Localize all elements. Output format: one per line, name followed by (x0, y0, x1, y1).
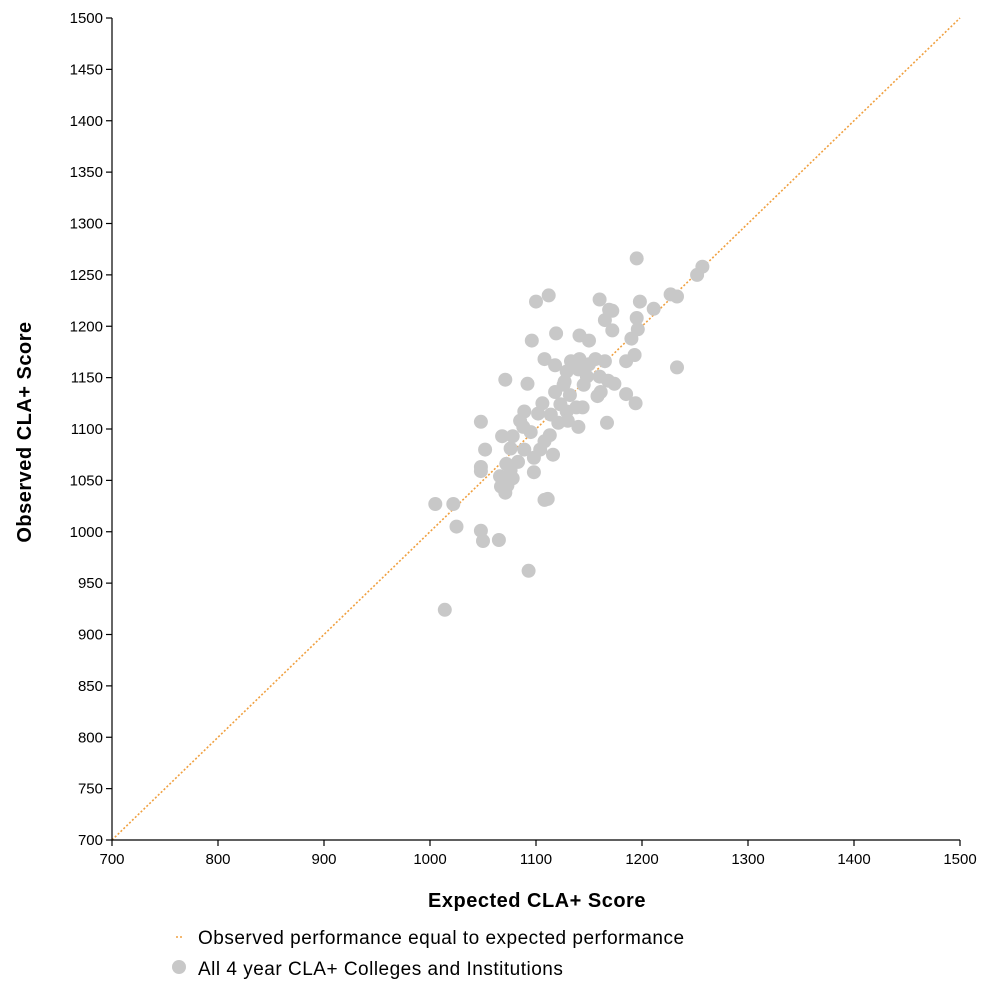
data-point (428, 497, 443, 511)
data-point (473, 414, 488, 429)
data-point (670, 360, 684, 375)
data-point (526, 465, 541, 480)
data-point (491, 533, 506, 547)
data-point (476, 534, 490, 548)
data-point (619, 387, 634, 402)
data-point (605, 323, 620, 338)
x-tick-label: 1000 (413, 851, 446, 868)
y-tick-label: 1000 (70, 524, 103, 541)
data-point (560, 413, 575, 428)
data-point (562, 388, 577, 403)
legend-points-label: All 4 year CLA+ Colleges and Institution… (198, 959, 563, 980)
data-point (531, 406, 546, 421)
data-point (575, 400, 590, 415)
y-tick-label: 1150 (71, 370, 103, 387)
x-tick-label: 1500 (943, 851, 976, 868)
data-point (500, 478, 515, 493)
data-point (473, 464, 488, 479)
legend-reference-line-label: Observed performance equal to expected p… (198, 928, 685, 949)
data-point (437, 602, 452, 617)
data-point (576, 377, 591, 392)
data-point (549, 326, 564, 341)
data-point (571, 419, 586, 434)
y-tick-label: 950 (78, 575, 103, 592)
y-tick-label: 1200 (70, 318, 103, 335)
data-point (521, 563, 536, 578)
data-point (600, 415, 614, 430)
data-point (449, 519, 464, 534)
data-point (524, 333, 539, 348)
data-point (516, 419, 531, 434)
y-tick-label: 1350 (70, 164, 103, 181)
data-point (537, 352, 552, 367)
data-point (670, 289, 684, 304)
reference-line (111, 17, 961, 841)
data-point (556, 377, 571, 392)
x-axis-title: Expected CLA+ Score (428, 890, 646, 912)
y-tick-label: 1250 (70, 267, 103, 284)
y-tick-label: 1100 (71, 421, 103, 438)
data-point (537, 434, 552, 449)
data-point (478, 442, 493, 457)
legend-points-swatch (172, 960, 186, 974)
reference-line-layer (111, 17, 961, 841)
x-tick-label: 700 (99, 851, 124, 868)
x-tick-label: 800 (205, 851, 230, 868)
data-point (632, 294, 647, 309)
y-axis-title: Observed CLA+ Score (14, 321, 36, 542)
data-point (529, 294, 543, 309)
x-tick-label: 1100 (520, 851, 552, 868)
data-point (495, 429, 510, 444)
data-point (498, 372, 513, 387)
data-point (526, 450, 541, 465)
data-point (690, 267, 705, 282)
data-point (646, 301, 661, 316)
data-point (607, 376, 622, 391)
legend: Observed performance equal to expected p… (172, 928, 685, 980)
data-point (503, 441, 518, 456)
y-tick-label: 1400 (70, 113, 103, 130)
y-axis-ticks: 700 750 800 850 900 950 1000 1050 1100 1150 1200 12… (70, 10, 112, 849)
x-tick-label: 1200 (625, 851, 658, 868)
data-point (505, 429, 520, 444)
y-tick-label: 1050 (70, 472, 103, 489)
data-point (546, 447, 560, 462)
data-point (503, 463, 518, 478)
x-tick-label: 900 (311, 851, 336, 868)
y-tick-label: 1300 (70, 216, 103, 233)
data-point (629, 251, 644, 266)
data-point (593, 385, 608, 399)
y-tick-label: 1450 (70, 61, 103, 78)
data-point (548, 358, 563, 373)
data-points (428, 251, 710, 617)
y-tick-label: 750 (78, 781, 103, 798)
data-point (537, 492, 552, 507)
data-point (597, 313, 612, 328)
x-axis-ticks: 700 800 900 1000 1100 1200 1300 1400 1500 (99, 840, 977, 868)
y-tick-label: 850 (78, 678, 103, 695)
data-point (628, 396, 643, 411)
data-point (541, 288, 556, 303)
x-tick-label: 1400 (837, 851, 870, 868)
data-point (582, 333, 596, 348)
y-tick-label: 700 (78, 832, 103, 849)
y-tick-label: 1500 (70, 10, 103, 27)
data-point (597, 354, 612, 369)
y-tick-label: 800 (78, 729, 103, 746)
data-point (446, 497, 461, 511)
x-tick-label: 1300 (731, 851, 764, 868)
data-point (520, 376, 535, 391)
data-point (629, 311, 644, 325)
data-point (592, 292, 607, 307)
data-point (627, 348, 642, 362)
y-tick-label: 900 (78, 627, 103, 644)
data-point (517, 442, 532, 457)
data-point (630, 322, 645, 337)
